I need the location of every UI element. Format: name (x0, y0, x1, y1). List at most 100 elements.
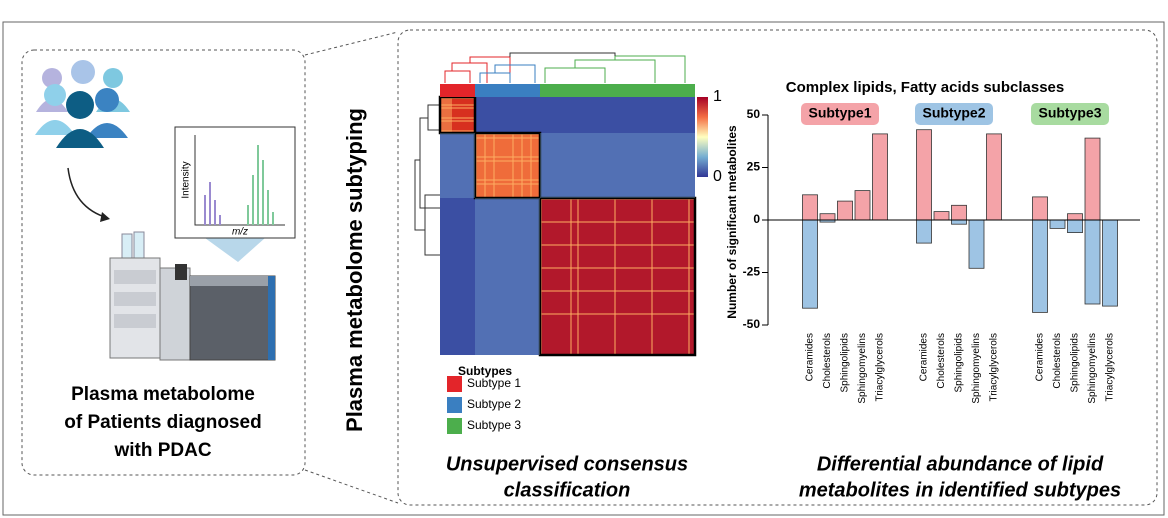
heat-stripe (442, 97, 444, 133)
heat-stripe (540, 221, 695, 223)
y-axis-label: Number of significant metabolites (725, 125, 739, 319)
x-tick-label: Sphingomyelins (1087, 333, 1098, 404)
x-tick-label: Sphingolipids (954, 333, 965, 393)
bar (1085, 220, 1100, 304)
legend-label: Subtype 3 (467, 418, 521, 432)
heat-stripe (570, 198, 572, 355)
subtype-bar (540, 84, 695, 97)
colorbar-tick-label: 0 (713, 168, 722, 185)
spectrum-y-label: Intensity (181, 161, 192, 198)
x-tick-label: Ceramides (919, 333, 930, 381)
bar (987, 134, 1002, 220)
x-tick-label: Cholesterols (822, 333, 833, 389)
x-tick-label: Sphingomyelins (857, 333, 868, 404)
heat-stripe (530, 133, 532, 198)
left-caption: with PDAC (113, 440, 211, 461)
bar (1033, 197, 1048, 220)
heat-stripe (446, 97, 448, 133)
bar (803, 220, 818, 308)
vertical-title: Plasma metabolome subtyping (342, 108, 367, 432)
group-name: Subtype3 (1038, 105, 1101, 121)
colorbar (697, 97, 708, 177)
legend-swatch (447, 376, 462, 392)
x-tick-label: Sphingolipids (1070, 333, 1081, 393)
heat-stripe (688, 198, 690, 355)
bar (934, 212, 949, 220)
bar (1033, 220, 1048, 312)
x-tick-label: Triacylglycerols (875, 333, 886, 402)
bar (1068, 214, 1083, 220)
legend-swatch (447, 397, 462, 413)
heat-texture (540, 133, 695, 198)
bar (838, 201, 853, 220)
left-caption: of Patients diagnosed (64, 412, 261, 433)
y-tick-label: -50 (743, 317, 761, 331)
heatmap (440, 97, 695, 355)
chart-caption: metabolites in identified subtypes (799, 479, 1121, 501)
heat-stripe (484, 133, 486, 198)
legend-label: Subtype 1 (467, 376, 521, 390)
heat-stripe (475, 183, 540, 185)
bar (820, 214, 835, 220)
heat-stripe (440, 117, 475, 119)
spectrum-x-label: m/z (232, 227, 248, 238)
bar (917, 220, 932, 243)
x-tick-label: Sphingolipids (840, 333, 851, 393)
x-tick-label: Cholesterols (1052, 333, 1063, 389)
bar (855, 191, 870, 220)
arrow (68, 168, 108, 218)
heat-stripe (440, 130, 475, 132)
heat-stripe (450, 97, 452, 133)
bar (1068, 220, 1083, 233)
subtype-bar (440, 84, 475, 97)
bar (969, 220, 984, 268)
heat-stripe (493, 133, 495, 198)
y-tick-label: 50 (747, 107, 761, 121)
connector (305, 32, 398, 55)
group-name: Subtype1 (808, 105, 871, 121)
x-tick-label: Ceramides (805, 333, 816, 381)
heat-stripe (512, 133, 514, 198)
legend-label: Subtype 2 (467, 397, 521, 411)
heat-stripe (444, 97, 446, 133)
chart-caption: Differential abundance of lipid (817, 453, 1104, 475)
instrument (110, 232, 275, 360)
heat-stripe (614, 198, 616, 355)
x-tick-label: Sphingomyelins (971, 333, 982, 404)
y-tick-label: 25 (747, 160, 761, 174)
beam (205, 238, 265, 262)
heatmap-caption: Unsupervised consensus (446, 453, 688, 475)
bar (917, 130, 932, 220)
heat-stripe (540, 267, 695, 269)
subtype-bar (475, 84, 540, 97)
heat-stripe (440, 104, 475, 106)
left-caption: Plasma metabolome (71, 384, 255, 405)
x-tick-label: Ceramides (1035, 333, 1046, 381)
heat-stripe (448, 97, 450, 133)
legend-swatch (447, 418, 462, 434)
heat-stripe (521, 133, 523, 198)
figure: Intensity m/z Plasma metabolome of Patie… (0, 0, 1168, 518)
heat-stripe (540, 313, 695, 315)
x-tick-label: Triacylglycerols (1105, 333, 1116, 402)
bar (1103, 220, 1118, 306)
heat-stripe (440, 107, 475, 109)
y-tick-label: -25 (743, 265, 761, 279)
heatmap-caption: classification (504, 479, 631, 501)
group-name: Subtype2 (922, 105, 985, 121)
heat-texture (440, 133, 475, 198)
people-icon (35, 60, 130, 148)
heat-stripe (651, 198, 653, 355)
spectrum-box (175, 127, 295, 238)
y-tick-label: 0 (753, 212, 760, 226)
arrow-head (100, 212, 110, 222)
heat-stripe (540, 290, 695, 292)
connector (305, 470, 398, 503)
bar (952, 205, 967, 220)
x-tick-label: Cholesterols (936, 333, 947, 389)
heat-stripe (540, 244, 695, 246)
heat-texture (475, 198, 540, 355)
bar (803, 195, 818, 220)
bar (1050, 220, 1065, 228)
bar (952, 220, 967, 224)
